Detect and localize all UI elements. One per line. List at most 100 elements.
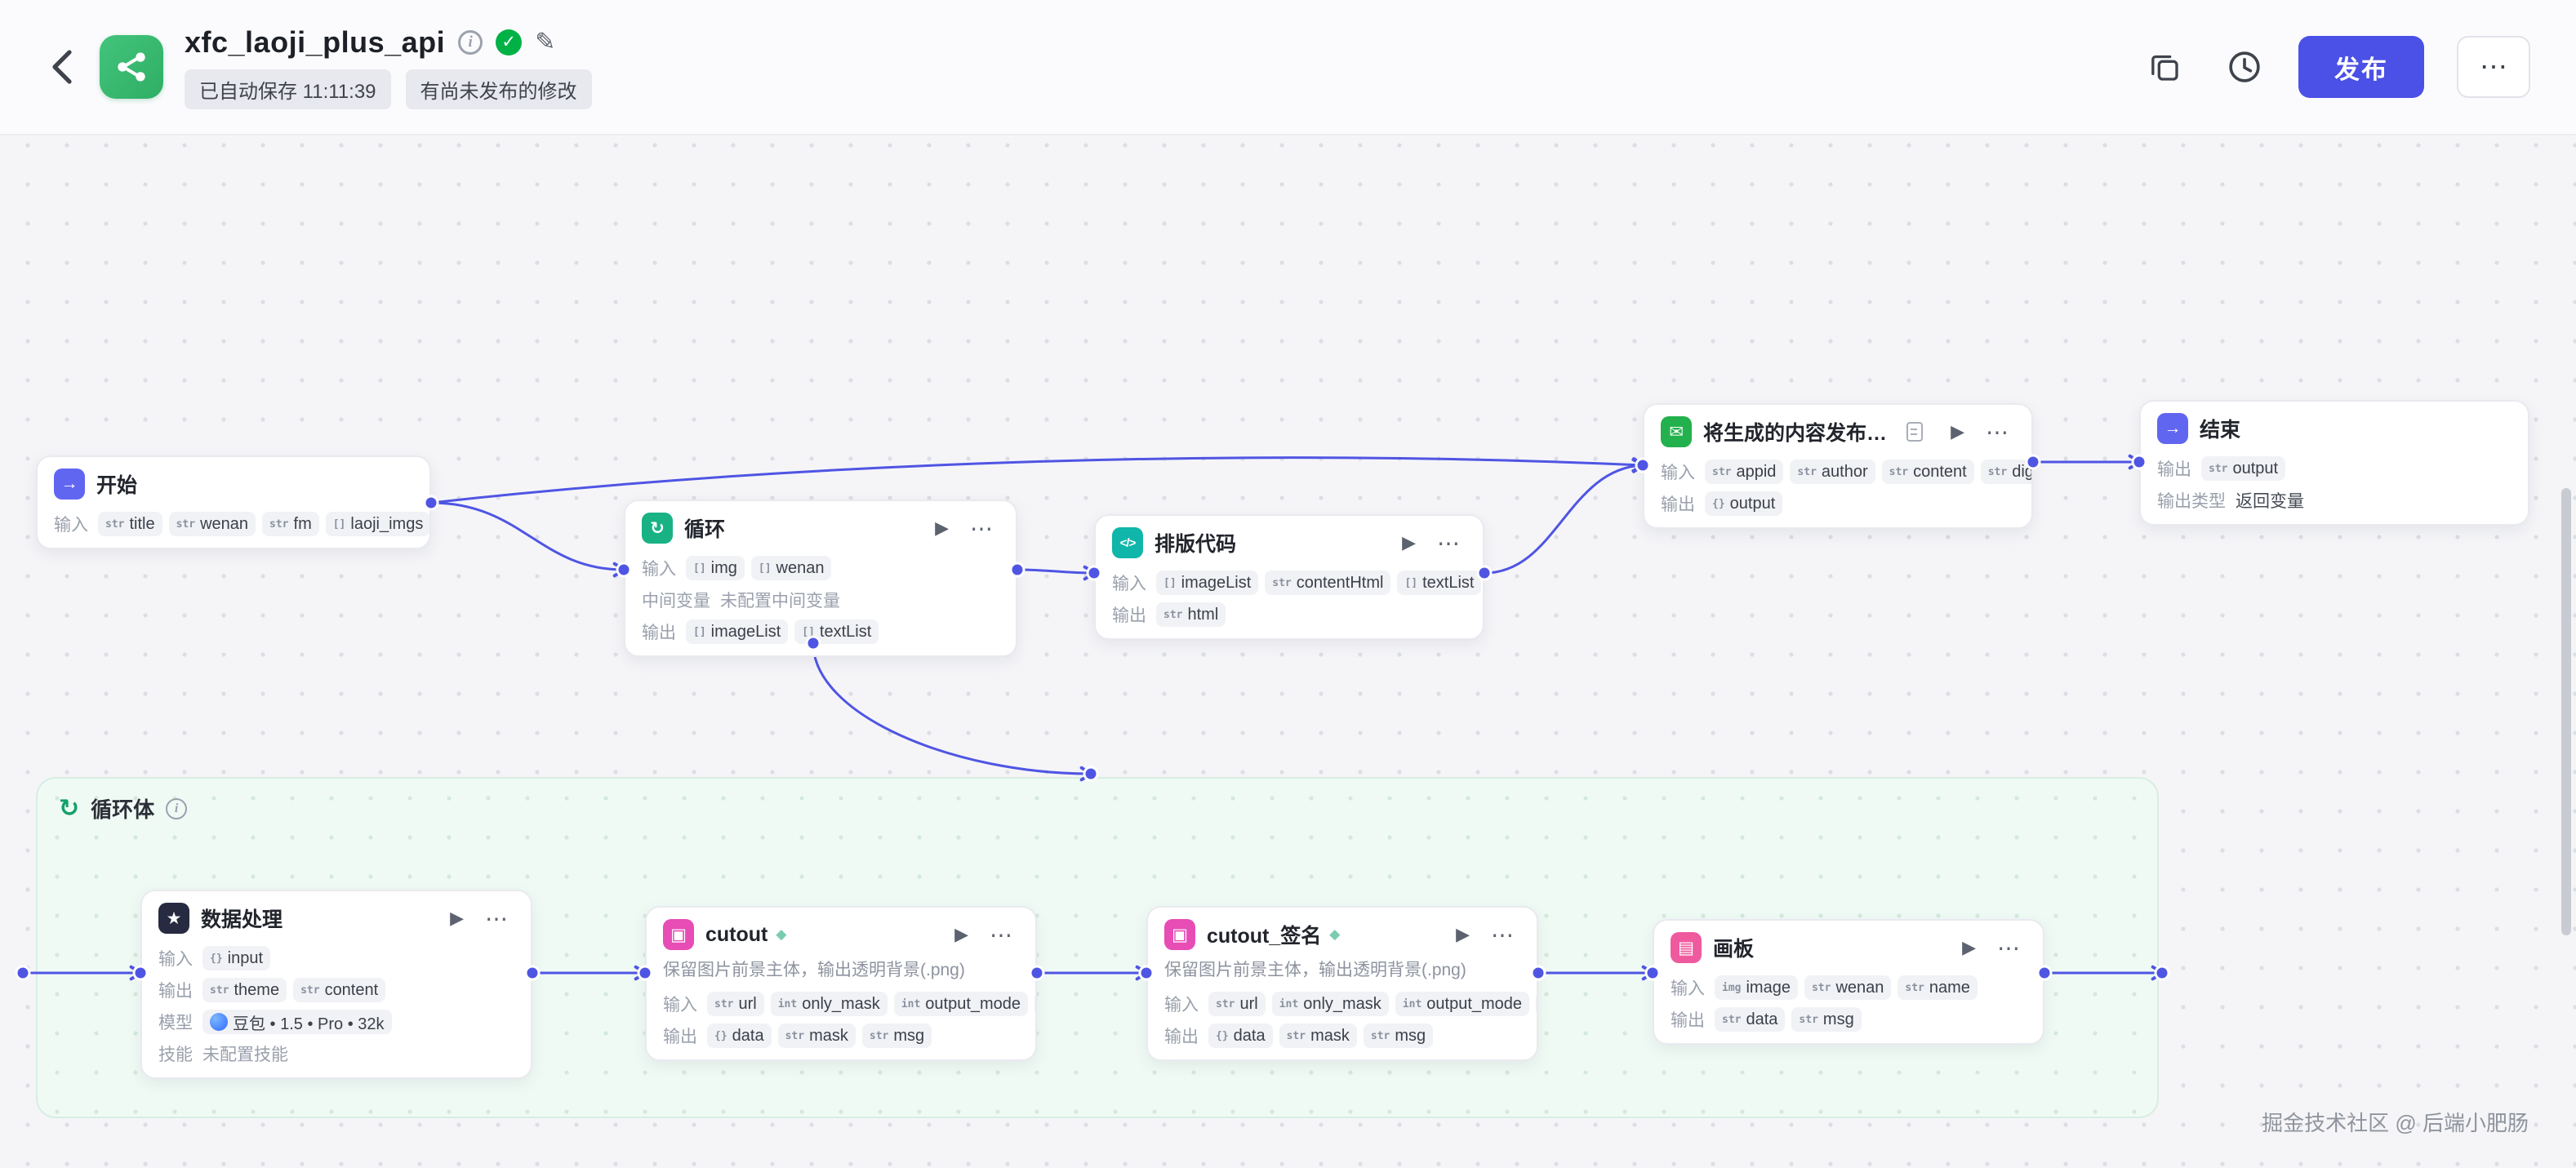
edge-1[interactable] [430, 456, 1645, 504]
param-pill: {} input [202, 946, 271, 970]
node-start[interactable]: → 开始 输入 str title str wenan str fm[] laoji_imgs [36, 455, 431, 549]
publish-button[interactable]: 发布 [2298, 36, 2424, 98]
run-node-button[interactable]: ▶ [1451, 924, 1475, 945]
node-more-button[interactable]: ⋯ [1992, 935, 2027, 961]
node-more-button[interactable]: ⋯ [1981, 419, 2015, 446]
type-icon: str [714, 997, 734, 1010]
param-label: 输入 [1112, 575, 1146, 593]
param-pill: str content [293, 978, 386, 1002]
info-icon[interactable]: i [458, 29, 483, 55]
run-node-button[interactable]: ▶ [1397, 532, 1421, 553]
param-label: 中间变量 [642, 592, 710, 611]
node-end[interactable]: → 结束 输出 str output 输出类型 返回变量 [2139, 400, 2529, 526]
param-row: 输出类型 返回变量 [2141, 488, 2528, 513]
param-value: 返回变量 [2236, 492, 2304, 511]
node-cutout[interactable]: ▣ cutout ◆ ▶ ⋯ 保留图片前景主体，输出透明背景(.png) 输入 str url i… [645, 906, 1037, 1061]
node-title: 画板 [1713, 938, 1755, 961]
node-more-button[interactable]: ⋯ [1432, 530, 1466, 557]
node-data-process[interactable]: ★ 数据处理 ▶ ⋯ 输入 {} input 输出 str theme str content 模型 豆包… [140, 890, 532, 1079]
type-icon: int [777, 997, 798, 1010]
param-label: 输入 [1164, 996, 1199, 1015]
node-description: 保留图片前景主体，输出透明背景(.png) [1164, 961, 1466, 979]
run-node-button[interactable]: ▶ [950, 924, 973, 945]
param-label: 输出 [663, 1028, 697, 1046]
param-pill: int output_mode [893, 992, 1029, 1016]
type-icon: str [176, 517, 196, 531]
node-title: 数据处理 [201, 908, 283, 931]
type-icon: [] [1163, 576, 1177, 589]
param-pill: str mask [777, 1024, 856, 1048]
run-node-button[interactable]: ▶ [930, 517, 954, 539]
param-label: 输入 [158, 950, 193, 969]
node-cutout-sign[interactable]: ▣ cutout_签名 ◆ ▶ ⋯ 保留图片前景主体，输出透明背景(.png) 输入 str u… [1146, 906, 1538, 1061]
edge-5[interactable] [812, 642, 1093, 782]
param-row: 输出 {} output [1644, 491, 2031, 516]
watermark: 掘金技术社区 @ 后端小肥肠 [2262, 1111, 2529, 1135]
workflow-app-icon [100, 35, 163, 99]
node-more-button[interactable]: ⋯ [1486, 922, 1520, 948]
param-label: 输入 [642, 560, 676, 579]
type-icon: str [2209, 462, 2228, 475]
node-publish-draft[interactable]: ✉ 将生成的内容发布至草稿箱 ▶ ⋯ 输入 strappidstrauthorstrcon… [1643, 403, 2033, 529]
node-title: 结束 [2200, 419, 2241, 442]
info-icon[interactable]: i [166, 797, 188, 819]
type-icon: str [1370, 1029, 1390, 1042]
param-pill: str name [1898, 975, 1978, 1000]
run-node-button[interactable]: ▶ [445, 908, 469, 929]
published-check-icon: ✓ [496, 29, 523, 56]
port-dot-10[interactable] [15, 965, 31, 981]
param-pill: str msg [1791, 1007, 1862, 1032]
overflow-params-button[interactable]: ⋯ [1536, 992, 1537, 1016]
param-pill: [] img [686, 556, 745, 580]
param-pill: str url [707, 992, 764, 1016]
param-row: 输入 str title str wenan str fm[] laoji_imgs [38, 512, 429, 536]
param-pill: {} data [707, 1024, 772, 1048]
back-button[interactable] [39, 44, 85, 90]
edge-3[interactable] [1484, 458, 1645, 575]
node-more-button[interactable]: ⋯ [985, 922, 1019, 948]
node-more-button[interactable]: ⋯ [965, 515, 999, 542]
edge-2[interactable] [1017, 565, 1097, 581]
param-pill: [] laoji_imgs [325, 512, 429, 536]
type-icon: [] [802, 625, 815, 638]
param-pill: int only_mask [1271, 992, 1389, 1016]
run-node-button[interactable]: ▶ [1957, 937, 1981, 958]
param-pill: str contentHtml [1265, 571, 1391, 595]
node-loop[interactable]: ↻ 循环 ▶ ⋯ 输入 [] img[] wenan 中间变量 未配置中间变量 输出 [] imageL… [624, 500, 1017, 657]
type-icon: str [869, 1029, 889, 1042]
wechat-publish-icon: ✉ [1661, 416, 1692, 447]
run-node-button[interactable]: ▶ [1946, 421, 1969, 442]
node-title: 循环 [684, 518, 726, 541]
type-icon: str [210, 984, 229, 997]
duplicate-button[interactable] [2138, 41, 2191, 93]
type-icon: [] [758, 562, 772, 575]
node-more-button[interactable]: ⋯ [480, 905, 514, 932]
type-icon: str [1712, 465, 1732, 478]
param-pill: str data [1715, 1007, 1786, 1032]
param-row: 输出 str html [1096, 602, 1483, 627]
param-row: 输入 [] imageList str contentHtml[] textList [1096, 571, 1483, 595]
edge-0[interactable] [430, 501, 626, 578]
overflow-params-button[interactable]: ⋯ [1034, 992, 1035, 1016]
llm-icon: ★ [158, 903, 189, 934]
node-layout-code[interactable]: </> 排版代码 ▶ ⋯ 输入 [] imageList str contentHtml[] te… [1094, 514, 1484, 640]
history-button[interactable] [2218, 41, 2271, 93]
more-options-button[interactable]: ⋯ [2457, 36, 2530, 98]
edit-title-icon[interactable]: ✎ [535, 29, 556, 56]
model-icon [210, 1013, 228, 1031]
node-header: ▣ cutout_签名 ◆ ▶ ⋯ [1148, 908, 1537, 955]
type-icon: {} [1216, 1029, 1229, 1042]
param-pill: int output_mode [1395, 992, 1530, 1016]
loop-icon: ↻ [642, 513, 673, 544]
scrollbar[interactable] [2561, 488, 2571, 935]
node-board[interactable]: ▤ 画板 ▶ ⋯ 输入 img image str wenan str name 输出 str data s… [1653, 919, 2044, 1045]
param-pill: str msg [861, 1024, 932, 1048]
node-header: ★ 数据处理 ▶ ⋯ [142, 891, 531, 939]
node-title: cutout [705, 922, 768, 946]
end-icon: → [2157, 413, 2188, 444]
type-icon: [] [693, 625, 706, 638]
param-pill: [] textList [794, 620, 879, 644]
param-pill: str wenan [168, 512, 256, 536]
